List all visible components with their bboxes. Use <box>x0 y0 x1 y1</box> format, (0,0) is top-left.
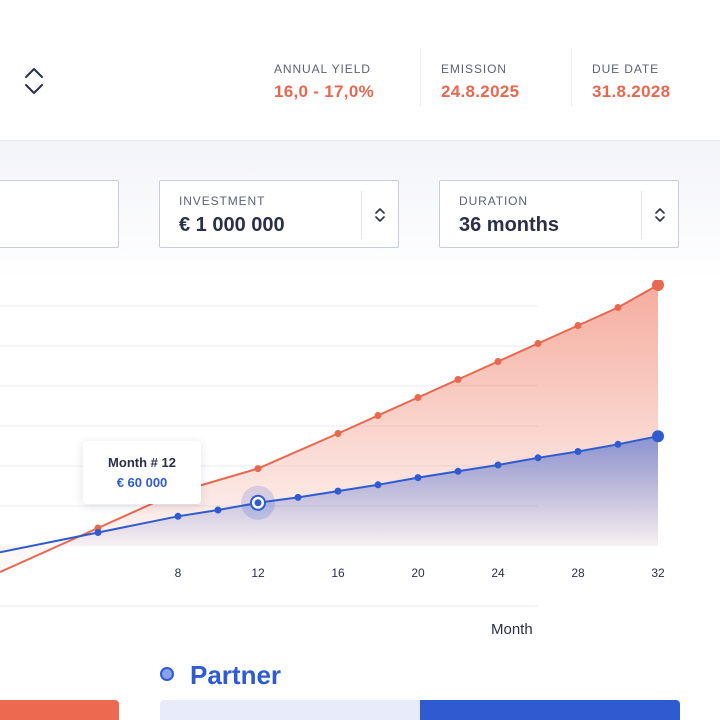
x-tick-label: 12 <box>251 566 265 580</box>
duration-stepper[interactable] <box>652 207 668 223</box>
data-point[interactable] <box>454 467 462 475</box>
legend-marker <box>160 667 174 681</box>
chart-points <box>94 280 664 536</box>
summary-bar-orange <box>0 700 119 720</box>
stat-due-date: DUE DATE 31.8.2028 <box>592 62 670 102</box>
data-point[interactable] <box>534 454 542 462</box>
x-tick-label: 8 <box>175 566 182 580</box>
divider <box>571 48 572 106</box>
top-info-bar: ANNUAL YIELD 16,0 - 17,0% EMISSION 24.8.… <box>0 0 720 141</box>
data-point[interactable] <box>94 529 102 536</box>
field-divider <box>361 191 362 239</box>
data-point[interactable] <box>294 493 302 501</box>
data-point[interactable] <box>494 358 502 365</box>
x-tick-label: 24 <box>491 566 505 580</box>
stat-value: 31.8.2028 <box>592 82 671 101</box>
tooltip-title: Month # 12 <box>108 455 176 470</box>
data-point[interactable] <box>652 280 664 291</box>
chart-tooltip: Month # 12 € 60 000 <box>83 441 201 504</box>
series-area <box>0 436 658 553</box>
highlight-point-core <box>254 499 262 507</box>
legend-label: Partner <box>190 660 282 690</box>
data-point[interactable] <box>414 474 422 482</box>
x-tick-label: 28 <box>571 566 585 580</box>
investment-label: INVESTMENT <box>179 194 266 208</box>
stat-label: EMISSION <box>441 62 507 76</box>
data-point[interactable] <box>214 506 222 514</box>
data-point[interactable] <box>374 412 382 419</box>
data-point[interactable] <box>534 340 542 347</box>
divider <box>420 48 421 106</box>
duration-field[interactable]: DURATION 36 months <box>439 180 679 248</box>
chevron-up-down-icon <box>375 208 385 222</box>
data-point[interactable] <box>614 440 622 448</box>
summary-bar-blue <box>420 700 680 720</box>
chart-x-ticks: 8 12 16 20 24 28 32 <box>175 566 665 580</box>
chevron-up-down-icon <box>25 68 43 94</box>
partial-input-field[interactable] <box>0 180 119 248</box>
data-point[interactable] <box>334 487 342 495</box>
data-point[interactable] <box>614 304 622 311</box>
investment-field[interactable]: INVESTMENT € 1 000 000 <box>159 180 399 248</box>
data-point[interactable] <box>374 481 382 489</box>
field-divider <box>641 191 642 239</box>
x-tick-label: 16 <box>331 566 345 580</box>
x-tick-label: 32 <box>651 566 665 580</box>
data-point[interactable] <box>574 448 582 455</box>
data-point[interactable] <box>652 430 664 443</box>
data-point[interactable] <box>494 461 502 469</box>
duration-label: DURATION <box>459 194 528 208</box>
collapse-toggle[interactable] <box>22 66 46 96</box>
summary-bar-light <box>160 700 420 720</box>
stat-annual-yield: ANNUAL YIELD 16,0 - 17,0% <box>274 62 374 102</box>
data-point[interactable] <box>414 394 422 401</box>
data-point[interactable] <box>574 322 582 329</box>
data-point[interactable] <box>454 376 462 383</box>
data-point[interactable] <box>254 465 262 473</box>
investment-value: € 1 000 000 <box>179 214 285 236</box>
stat-label: DUE DATE <box>592 62 659 76</box>
duration-value: 36 months <box>459 214 560 236</box>
x-tick-label: 20 <box>411 566 425 580</box>
stat-label: ANNUAL YIELD <box>274 62 371 76</box>
stat-emission: EMISSION 24.8.2025 <box>441 62 519 102</box>
stat-value: 24.8.2025 <box>441 82 520 101</box>
chevron-up-down-icon <box>655 208 665 222</box>
data-point[interactable] <box>334 430 342 437</box>
tooltip-value: € 60 000 <box>116 475 168 490</box>
stat-value: 16,0 - 17,0% <box>274 82 374 101</box>
data-point[interactable] <box>174 512 182 520</box>
x-axis-label: Month <box>491 621 533 638</box>
investment-stepper[interactable] <box>372 207 388 223</box>
